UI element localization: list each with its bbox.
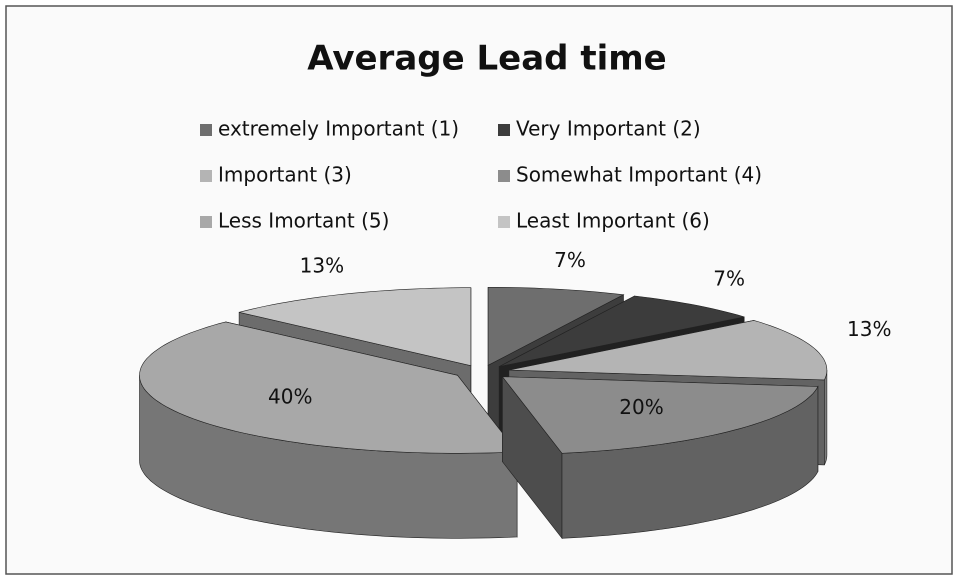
legend-swatch — [200, 216, 212, 228]
slice — [508, 320, 828, 381]
legend-label: extremely Important (1) — [218, 117, 459, 141]
legend-swatch — [200, 170, 212, 182]
data-label: 13% — [847, 317, 891, 341]
data-label: 7% — [554, 248, 586, 272]
legend-swatch — [498, 124, 510, 136]
chart-title: Average Lead time — [307, 39, 667, 79]
legend-label: Important (3) — [218, 163, 352, 187]
data-label: 13% — [300, 254, 344, 278]
legend-swatch — [498, 216, 510, 228]
slice — [499, 295, 745, 367]
data-label: 7% — [713, 266, 745, 290]
legend-swatch — [498, 170, 510, 182]
legend-label: Somewhat Important (4) — [516, 163, 762, 187]
slice — [487, 287, 625, 366]
slice-side — [824, 370, 828, 466]
slice — [139, 321, 518, 454]
data-label: 40% — [268, 384, 312, 408]
data-label: 20% — [619, 395, 663, 419]
slice — [501, 376, 819, 454]
slice — [239, 287, 472, 367]
legend-label: Less Imortant (5) — [218, 209, 389, 233]
legend-label: Very Important (2) — [516, 117, 701, 141]
legend-label: Least Important (6) — [516, 209, 710, 233]
legend-swatch — [200, 124, 212, 136]
